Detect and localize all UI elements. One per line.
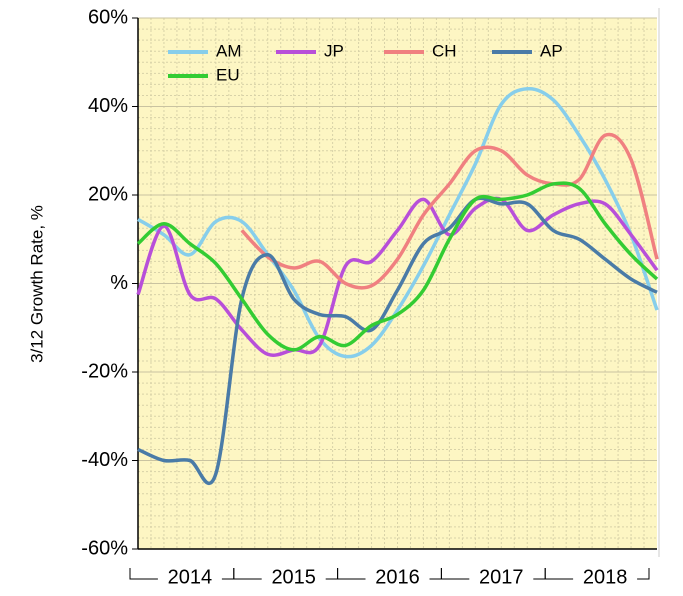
legend-label: JP: [324, 41, 344, 60]
legend-label: EU: [216, 65, 240, 84]
x-tick-label: 2017: [479, 566, 524, 588]
legend: AM JP CH AP EU: [168, 41, 563, 84]
series-lines: [136, 86, 659, 485]
series-line: [137, 86, 659, 359]
y-tick-label: -60%: [81, 537, 128, 559]
legend-label: AP: [540, 41, 563, 60]
y-tick-label: 60%: [88, 6, 128, 28]
y-tick-label: 20%: [88, 183, 128, 205]
series-line: [136, 196, 659, 357]
x-tick-label: 2015: [271, 566, 316, 588]
y-tick-label: -20%: [81, 360, 128, 382]
y-tick-label: 40%: [88, 95, 128, 117]
year-bracket: [544, 568, 650, 580]
x-tick-label: 2016: [375, 566, 420, 588]
x-tick-label: 2014: [168, 566, 213, 588]
y-axis-label: 3/12 Growth Rate, %: [27, 205, 46, 363]
x-tick-label: 2018: [583, 566, 628, 588]
y-tick-label: -40%: [81, 449, 128, 471]
series-line: [240, 132, 659, 290]
y-tick-label: %: [110, 272, 128, 294]
legend-label: CH: [432, 41, 457, 60]
series-line: [136, 181, 659, 352]
series-line: [137, 196, 658, 485]
legend-label: AM: [216, 41, 242, 60]
